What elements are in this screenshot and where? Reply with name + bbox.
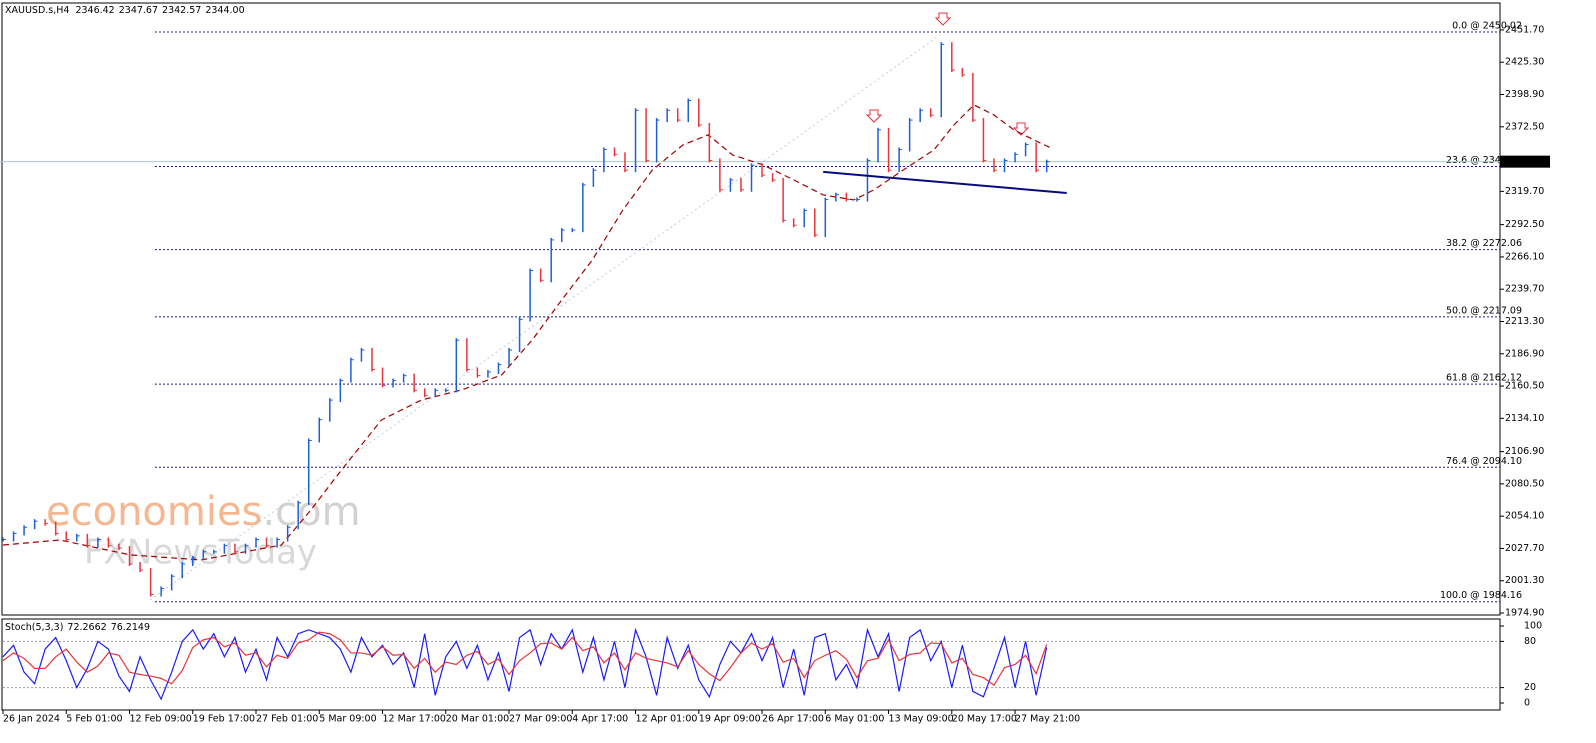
y-tick-label: 2425.30 bbox=[1505, 57, 1544, 68]
y-tick-label: 2134.10 bbox=[1505, 413, 1544, 424]
stoch-signal-value: 76.2149 bbox=[111, 622, 150, 633]
fib-label: 100.0 @ 1984.16 bbox=[1440, 590, 1522, 601]
peak-arrow bbox=[1012, 122, 1030, 136]
x-tick-label: 27 May 21:00 bbox=[1015, 714, 1080, 725]
stoch-line bbox=[2, 631, 1048, 687]
stoch-header: Stoch(5,3,3) 72.2662 76.2149 bbox=[5, 622, 150, 633]
y-tick-label: 1974.90 bbox=[1505, 608, 1544, 619]
fib-label: 38.2 @ 2272.06 bbox=[1446, 238, 1522, 249]
x-tick-label: 20 Mar 01:00 bbox=[446, 714, 509, 725]
stoch-line bbox=[2, 627, 1048, 701]
x-tick-label: 26 Apr 17:00 bbox=[762, 714, 824, 725]
y-tick-label: 2186.90 bbox=[1505, 348, 1544, 359]
x-tick-label: 13 May 09:00 bbox=[889, 714, 954, 725]
x-tick-label: 12 Apr 01:00 bbox=[636, 714, 698, 725]
y-tick-label: 2160.50 bbox=[1505, 381, 1544, 392]
symbol: XAUUSD.s,H4 bbox=[5, 5, 69, 16]
x-tick-label: 27 Mar 09:00 bbox=[509, 714, 572, 725]
x-tick-label: 19 Apr 09:00 bbox=[699, 714, 761, 725]
moving-average bbox=[2, 104, 1052, 561]
y-tick-label: 2292.50 bbox=[1505, 219, 1544, 230]
peak-arrow bbox=[934, 12, 952, 26]
fib-label: 61.8 @ 2162.12 bbox=[1446, 373, 1522, 384]
high: 2347.67 bbox=[119, 5, 158, 16]
fib-base-line bbox=[149, 34, 941, 601]
fib-label: 76.4 @ 2094.10 bbox=[1446, 456, 1522, 467]
current-price-label: 2344.00 bbox=[1503, 156, 1542, 167]
watermark-sub: FXNewsToday bbox=[84, 533, 317, 573]
main-header: XAUUSD.s,H4 2346.42 2347.67 2342.57 2344.00 bbox=[5, 5, 245, 16]
peak-arrows bbox=[865, 12, 1030, 136]
y-tick-label: 20 bbox=[1524, 682, 1536, 693]
x-tick-label: 26 Jan 2024 bbox=[3, 714, 60, 725]
x-tick-label: 19 Feb 17:00 bbox=[193, 714, 255, 725]
watermark-suffix: .com bbox=[262, 489, 360, 535]
stoch-title: Stoch(5,3,3) bbox=[5, 622, 63, 633]
y-tick-label: 2213.30 bbox=[1505, 316, 1544, 327]
close: 2344.00 bbox=[205, 5, 244, 16]
fib-label: 0.0 @ 2450.02 bbox=[1452, 21, 1522, 32]
current-price-box bbox=[1500, 155, 1550, 168]
x-tick-label: 6 May 01:00 bbox=[825, 714, 884, 725]
watermark: economies.com FXNewsToday bbox=[46, 489, 361, 573]
x-tick-label: 20 May 17:00 bbox=[952, 714, 1017, 725]
open: 2346.42 bbox=[75, 5, 114, 16]
y-tick-label: 2398.90 bbox=[1505, 89, 1544, 100]
y-tick-label: 2266.10 bbox=[1505, 251, 1544, 262]
fib-label: 23.6 @ 2340.08 bbox=[1446, 155, 1522, 166]
y-tick-label: 2027.70 bbox=[1505, 543, 1544, 554]
y-tick-label: 100 bbox=[1524, 621, 1542, 632]
watermark-brand: economies.com bbox=[46, 489, 361, 535]
fib-label: 50.0 @ 2217.09 bbox=[1446, 305, 1522, 316]
x-tick-label: 27 Feb 01:00 bbox=[256, 714, 318, 725]
trendline bbox=[823, 170, 1067, 194]
main-panel-border bbox=[1, 2, 1501, 616]
y-tick-label: 2451.70 bbox=[1505, 24, 1544, 35]
y-tick-label: 2319.70 bbox=[1505, 186, 1544, 197]
x-tick-label: 12 Feb 09:00 bbox=[130, 714, 192, 725]
x-tick-label: 12 Mar 17:00 bbox=[383, 714, 446, 725]
x-tick-label: 5 Mar 09:00 bbox=[319, 714, 376, 725]
y-tick-label: 2372.50 bbox=[1505, 121, 1544, 132]
y-tick-label: 2054.10 bbox=[1505, 511, 1544, 522]
peak-arrow bbox=[865, 109, 883, 123]
y-tick-label: 0 bbox=[1524, 697, 1530, 708]
low: 2342.57 bbox=[162, 5, 201, 16]
stoch-panel-border bbox=[1, 618, 1501, 711]
y-tick-label: 2106.90 bbox=[1505, 446, 1544, 457]
x-tick-label: 4 Apr 17:00 bbox=[572, 714, 628, 725]
y-tick-label: 2239.70 bbox=[1505, 284, 1544, 295]
y-tick-label: 2080.50 bbox=[1505, 478, 1544, 489]
stoch-main-value: 72.2662 bbox=[67, 622, 106, 633]
y-tick-label: 2001.30 bbox=[1505, 575, 1544, 586]
y-tick-label: 80 bbox=[1524, 636, 1536, 647]
watermark-brand-name: economies bbox=[46, 489, 262, 535]
x-tick-label: 5 Feb 01:00 bbox=[66, 714, 122, 725]
